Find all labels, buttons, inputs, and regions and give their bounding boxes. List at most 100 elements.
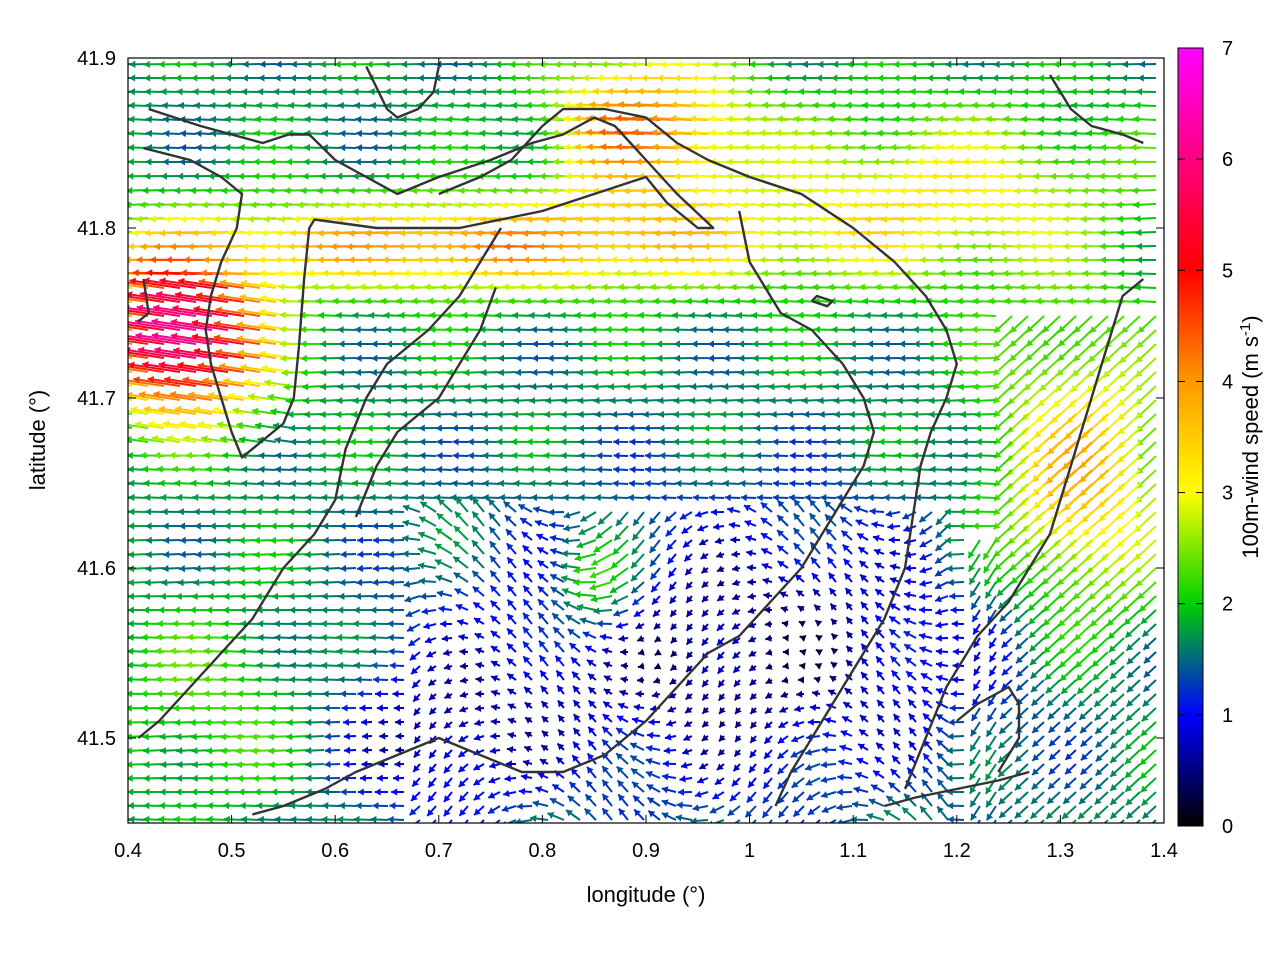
wind-arrow-head <box>397 242 404 251</box>
wind-arrow-head <box>458 187 465 195</box>
wind-arrow-head <box>757 242 764 251</box>
wind-arrow-head <box>814 340 821 348</box>
wind-arrow-head <box>591 172 598 181</box>
wind-arrow-head <box>788 424 795 432</box>
wind-arrow-head <box>988 297 995 305</box>
wind-arrow-head <box>205 242 212 251</box>
wind-arrow-head <box>399 256 406 264</box>
wind-arrow-head <box>321 493 328 502</box>
wind-arrow-head <box>896 465 903 473</box>
wind-arrow-head <box>194 564 201 573</box>
wind-arrow <box>133 377 181 387</box>
wind-arrow-head <box>193 101 200 110</box>
wind-arrow-head <box>472 511 480 519</box>
wind-arrow-head <box>1098 201 1105 209</box>
wind-arrow-head <box>960 479 967 487</box>
wind-arrow-head <box>1018 283 1025 291</box>
wind-arrow-head <box>208 578 215 587</box>
wind-arrow-head <box>140 451 147 460</box>
wind-arrow-head <box>370 508 377 516</box>
wind-arrow-head <box>781 340 788 348</box>
wind-arrow-head <box>257 88 264 96</box>
wind-arrow-head <box>213 334 221 342</box>
wind-arrow-head <box>135 215 142 223</box>
wind-arrow-head <box>605 354 613 362</box>
wind-arrow-head <box>255 508 262 516</box>
wind-arrow-head <box>956 311 963 319</box>
wind-arrow-head <box>190 479 197 487</box>
wind-arrow-head <box>587 297 595 305</box>
wind-arrow-head <box>889 563 897 571</box>
wind-arrow-head <box>729 74 735 82</box>
wind-arrow-head <box>193 406 200 414</box>
wind-arrow-head <box>332 256 339 264</box>
wind-arrow-head <box>576 368 583 377</box>
wind-arrow-head <box>238 158 245 166</box>
wind-arrow-head <box>601 283 608 291</box>
wind-arrow-head <box>391 283 398 291</box>
wind-arrow-head <box>153 304 160 312</box>
wind-arrow-head <box>436 438 443 446</box>
wind-arrow-head <box>736 311 743 320</box>
wind-arrow-head <box>112 508 118 515</box>
wind-arrow-head <box>777 545 785 553</box>
wind-arrow-head <box>578 201 585 209</box>
wind-arrow-head <box>526 115 533 123</box>
wind-arrow-head <box>274 256 281 264</box>
wind-arrow-head <box>264 379 271 387</box>
wind-arrow-head <box>926 74 933 82</box>
wind-arrow-head <box>889 549 896 558</box>
wind-arrow-head <box>355 340 362 348</box>
wind-arrow-head <box>781 325 788 334</box>
wind-arrow-head <box>388 564 395 573</box>
wind-arrow-head <box>239 522 246 530</box>
wind-arrow-head <box>515 354 522 362</box>
wind-arrow-head <box>445 354 452 363</box>
wind-arrow-head <box>820 229 827 237</box>
wind-arrow <box>169 392 213 401</box>
wind-arrow-head <box>241 465 248 474</box>
wind-arrow-head <box>288 508 295 516</box>
wind-arrow-head <box>1062 229 1069 237</box>
wind-arrow-head <box>993 382 1001 390</box>
wind-arrow-head <box>577 396 584 405</box>
wind-arrow-head <box>596 452 603 460</box>
wind-arrow-head <box>454 525 461 533</box>
wind-arrow-head <box>837 256 844 264</box>
wind-arrow-head <box>840 516 848 524</box>
wind-arrow-head <box>994 451 1002 459</box>
wind-arrow-head <box>621 172 628 181</box>
wind-arrow <box>219 280 261 289</box>
wind-arrow-head <box>467 479 474 488</box>
wind-arrow-head <box>848 424 855 432</box>
wind-arrow-head <box>128 256 131 264</box>
wind-arrow-head <box>497 396 504 405</box>
wind-arrow-head <box>414 340 421 348</box>
wind-arrow-head <box>295 283 302 291</box>
wind-arrow-head <box>503 501 511 509</box>
wind-arrow-head <box>216 421 224 429</box>
wind-arrow-head <box>883 187 890 195</box>
wind-arrow-head <box>209 508 216 516</box>
wind-arrow-head <box>882 326 889 334</box>
wind-arrow-head <box>605 311 612 319</box>
wind-arrow-head <box>857 533 865 540</box>
wind-arrow-head <box>971 269 979 278</box>
wind-arrow-head <box>401 479 408 488</box>
wind-arrow-head <box>723 354 730 362</box>
wind-arrow-head <box>195 550 202 559</box>
wind-arrow-head <box>931 201 938 209</box>
wind-arrow-head <box>112 593 118 600</box>
wind-arrow-head <box>972 383 979 391</box>
wind-arrow-head <box>975 424 982 432</box>
wind-arrow-head <box>176 88 183 96</box>
wind-arrow-head <box>941 340 948 348</box>
wind-arrow-head <box>831 325 838 334</box>
wind-arrow-head <box>128 493 135 502</box>
wind-arrow-head <box>563 524 570 532</box>
wind-arrow <box>170 334 229 345</box>
wind-arrow-head <box>643 424 650 432</box>
wind-arrow-head <box>787 410 794 419</box>
wind-arrow-head <box>337 382 344 391</box>
wind-arrow-head <box>797 340 804 348</box>
